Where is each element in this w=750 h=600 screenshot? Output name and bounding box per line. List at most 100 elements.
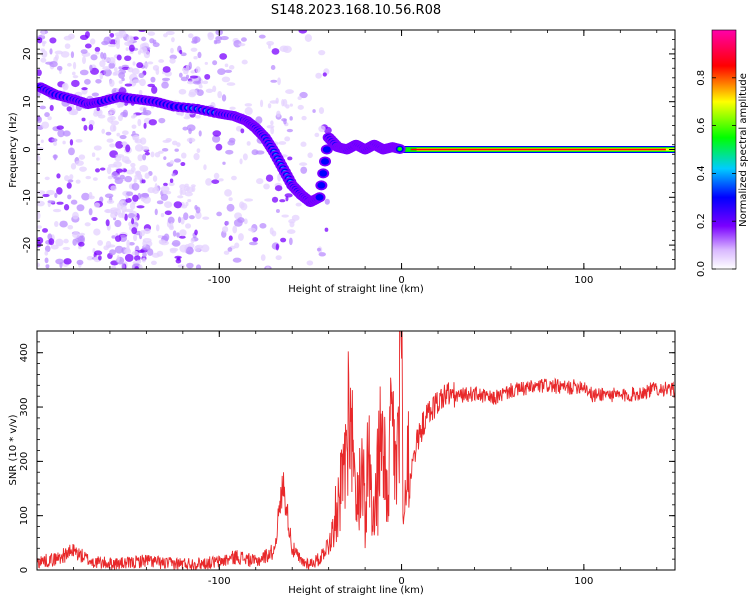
noise-speckle <box>260 254 266 262</box>
noise-speckle <box>130 162 136 168</box>
noise-speckle <box>242 153 248 161</box>
noise-speckle <box>155 68 160 75</box>
noise-speckle <box>107 175 113 180</box>
noise-speckle <box>119 234 127 243</box>
noise-speckle <box>150 76 156 83</box>
noise-speckle <box>88 191 93 199</box>
noise-speckle <box>280 237 287 243</box>
noise-speckle <box>188 128 192 135</box>
noise-speckle <box>163 201 173 209</box>
ridge-blob <box>317 182 326 189</box>
colorbar-label: Normalized spectral amplitude <box>738 73 749 227</box>
noise-speckle <box>203 164 207 171</box>
noise-speckle <box>132 36 139 41</box>
noise-speckle <box>125 144 131 153</box>
noise-speckle <box>193 55 198 60</box>
noise-speckle <box>55 238 64 247</box>
noise-speckle <box>88 124 94 131</box>
noise-speckle <box>82 56 87 65</box>
noise-speckle <box>118 212 124 218</box>
noise-speckle <box>124 83 133 87</box>
noise-speckle <box>191 40 198 44</box>
noise-speckle <box>318 125 326 133</box>
noise-speckle <box>270 79 278 83</box>
noise-speckle <box>137 154 144 162</box>
noise-speckle <box>194 114 201 119</box>
noise-speckle <box>122 109 129 118</box>
noise-speckle <box>143 122 147 129</box>
noise-speckle <box>172 230 177 237</box>
noise-speckle <box>154 208 158 216</box>
noise-speckle <box>131 227 138 235</box>
noise-speckle <box>244 198 254 202</box>
noise-speckle <box>160 193 169 201</box>
noise-speckle <box>70 51 75 59</box>
noise-speckle <box>110 120 120 126</box>
noise-speckle <box>91 216 98 221</box>
noise-speckle <box>75 138 83 143</box>
noise-speckle <box>179 229 187 237</box>
noise-speckle <box>162 66 171 73</box>
noise-speckle <box>147 61 154 65</box>
snr-xtick-label: 100 <box>574 576 593 587</box>
noise-speckle <box>41 121 50 129</box>
noise-speckle <box>194 245 201 252</box>
noise-speckle <box>136 259 142 264</box>
noise-speckle <box>107 244 116 248</box>
noise-speckle <box>97 239 104 246</box>
noise-speckle <box>169 222 174 229</box>
noise-speckle <box>37 154 41 162</box>
noise-speckle <box>108 163 117 168</box>
ridge-blob <box>315 194 324 201</box>
noise-speckle <box>85 175 92 180</box>
noise-speckle <box>138 30 147 33</box>
noise-speckle <box>165 30 175 36</box>
noise-speckle <box>62 130 71 137</box>
noise-speckle <box>109 115 116 121</box>
noise-speckle <box>133 234 138 242</box>
noise-speckle <box>139 78 146 87</box>
noise-speckle <box>304 34 313 42</box>
figure-title: S148.2023.168.10.56.R08 <box>271 3 441 18</box>
noise-speckle <box>75 179 81 184</box>
spectrogram-ytick-label: 10 <box>22 95 33 108</box>
noise-speckle <box>111 265 117 269</box>
noise-speckle <box>275 255 282 261</box>
noise-speckle <box>192 80 201 85</box>
noise-speckle <box>103 52 107 60</box>
noise-speckle <box>56 173 61 179</box>
noise-speckle <box>72 75 79 79</box>
noise-speckle <box>177 264 185 268</box>
noise-speckle <box>211 179 220 184</box>
noise-speckle <box>216 211 222 217</box>
noise-speckle <box>71 79 80 88</box>
noise-speckle <box>324 198 330 205</box>
noise-speckle <box>97 114 106 119</box>
noise-speckle <box>178 72 183 78</box>
snr-background <box>37 331 675 570</box>
noise-speckle <box>63 35 73 41</box>
noise-speckle <box>88 208 93 216</box>
noise-speckle <box>41 50 48 58</box>
noise-speckle <box>299 91 308 99</box>
noise-speckle <box>96 107 100 112</box>
noise-speckle <box>267 103 272 109</box>
noise-speckle <box>170 47 174 54</box>
noise-speckle <box>181 204 188 209</box>
noise-speckle <box>116 132 121 137</box>
noise-speckle <box>127 213 136 219</box>
noise-speckle <box>94 46 101 52</box>
noise-speckle <box>142 107 147 113</box>
noise-speckle <box>163 182 168 187</box>
noise-speckle <box>152 175 158 182</box>
noise-speckle <box>133 255 141 262</box>
noise-speckle <box>68 110 78 116</box>
noise-speckle <box>176 142 181 147</box>
noise-speckle <box>86 255 94 261</box>
noise-speckle <box>204 61 209 65</box>
noise-speckle <box>124 253 134 262</box>
noise-speckle <box>222 161 226 165</box>
noise-speckle <box>224 220 230 226</box>
noise-speckle <box>113 176 121 180</box>
